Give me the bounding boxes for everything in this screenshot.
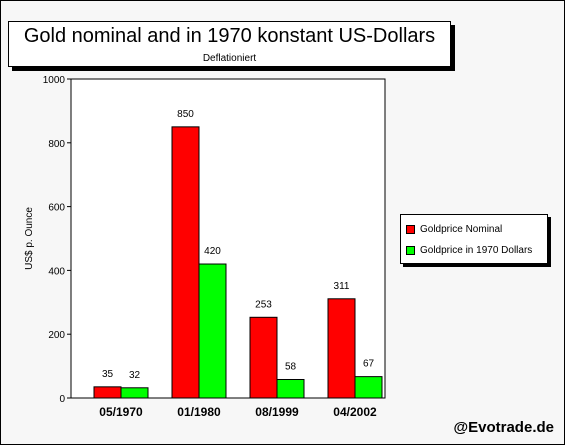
- y-tick-label: 600: [48, 203, 65, 214]
- data-label: 67: [363, 359, 375, 370]
- chart-subtitle: Deflationiert: [202, 53, 257, 64]
- y-tick-label: 1000: [43, 75, 66, 86]
- data-label: 58: [285, 361, 297, 372]
- legend-item-nominal: Goldprice Nominal: [406, 222, 502, 236]
- legend-label-nominal: Goldprice Nominal: [420, 223, 503, 235]
- data-label: 35: [102, 369, 114, 380]
- y-tick-label: 0: [59, 394, 65, 405]
- data-label: 420: [204, 246, 221, 257]
- y-tick-label: 400: [48, 266, 65, 277]
- credit-text: @Evotrade.de: [453, 419, 555, 436]
- legend-swatch-nominal: [406, 224, 415, 234]
- y-tick-label: 200: [48, 330, 65, 341]
- data-label: 311: [334, 281, 350, 292]
- bar-nominal: [327, 298, 356, 399]
- x-tick-label: 05/1970: [99, 405, 143, 419]
- legend-swatch-1970-dollars: [406, 245, 415, 255]
- data-label: 850: [177, 109, 194, 120]
- data-label: 32: [129, 370, 141, 381]
- x-tick-label: 08/1999: [255, 405, 299, 419]
- bar-1970-dollars: [276, 378, 305, 399]
- legend-label-1970-dollars: Goldprice in 1970 Dollars: [420, 244, 533, 256]
- title-box: Gold nominal and in 1970 konstant US-Dol…: [8, 21, 451, 67]
- bar-nominal: [93, 386, 122, 399]
- legend: Goldprice Nominal Goldprice in 1970 Doll…: [400, 214, 548, 264]
- legend-item-1970-dollars: Goldprice in 1970 Dollars: [406, 243, 532, 257]
- y-tick-label: 800: [48, 139, 65, 150]
- y-axis-label: US$ p. Ounce: [24, 207, 35, 270]
- bar-nominal: [171, 126, 200, 399]
- bar-1970-dollars: [120, 387, 149, 399]
- bar-1970-dollars: [198, 263, 227, 399]
- bar-nominal: [249, 316, 278, 399]
- data-label: 253: [255, 299, 272, 310]
- bar-1970-dollars: [354, 376, 383, 399]
- x-tick-label: 04/2002: [333, 405, 377, 419]
- chart-title: Gold nominal and in 1970 konstant US-Dol…: [23, 25, 436, 47]
- x-tick-label: 01/1980: [177, 405, 221, 419]
